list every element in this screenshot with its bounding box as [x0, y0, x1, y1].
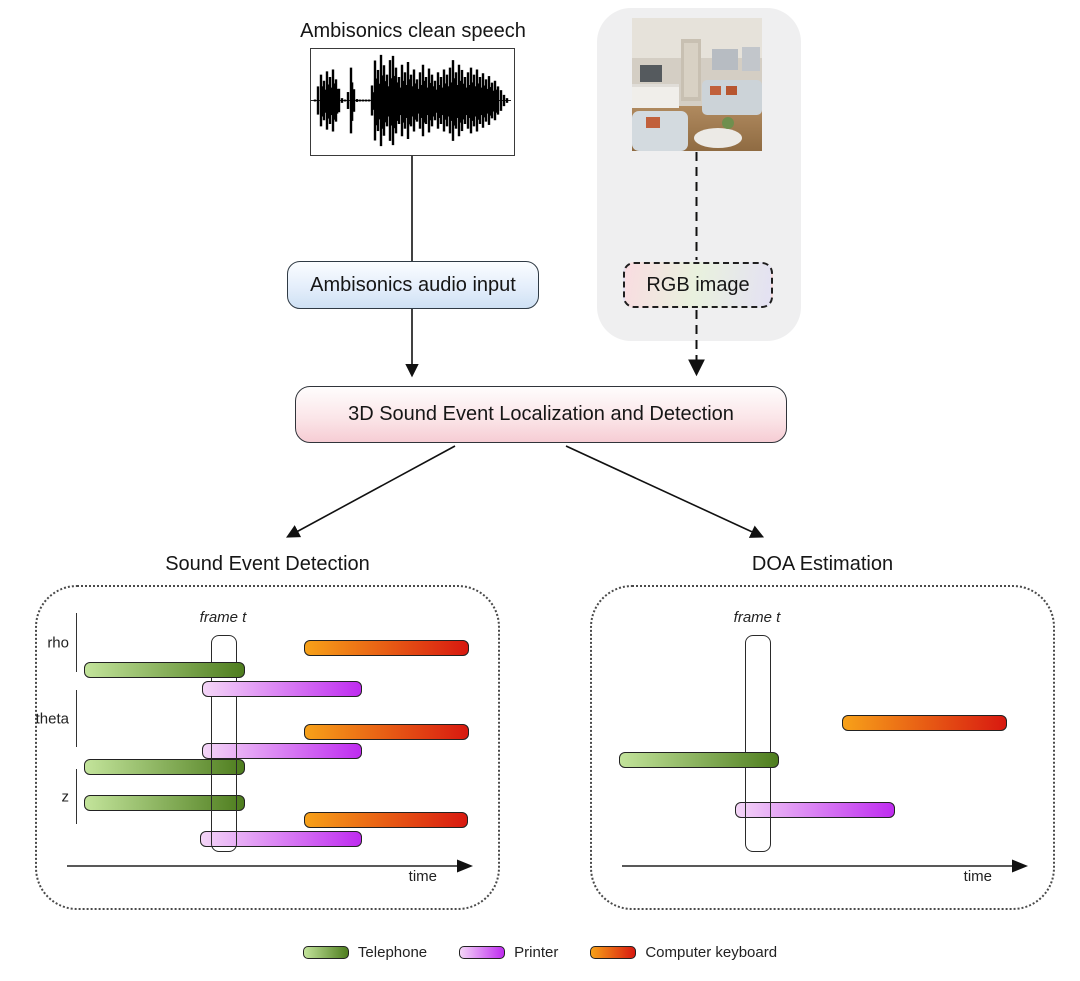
arrow-seld-to-sed — [286, 445, 456, 538]
legend-swatch-keyboard — [590, 946, 637, 959]
audio-input-label: Ambisonics audio input — [310, 273, 516, 296]
event-bar-keyboard — [304, 812, 468, 828]
time-axis — [622, 859, 1028, 873]
legend-label: Computer keyboard — [645, 944, 778, 961]
legend-swatch-printer — [459, 946, 506, 959]
axis-bracket-z: z — [37, 769, 77, 824]
sed-panel-title: Sound Event Detection — [165, 553, 370, 575]
event-bar-telephone — [619, 752, 779, 768]
event-bar-keyboard — [304, 724, 469, 740]
legend-item-keyboard: Computer keyboard — [590, 944, 777, 961]
rgb-room-image — [632, 18, 762, 151]
axis-label: theta — [35, 710, 69, 727]
event-bar-printer — [202, 743, 362, 759]
legend-label: Printer — [514, 944, 559, 961]
arrow-seld-to-doa — [565, 445, 765, 538]
speech-waveform-image — [310, 48, 515, 156]
rgb-image-label: RGB image — [646, 273, 750, 296]
waveform-svg — [311, 54, 511, 147]
axis-bracket-rho: rho — [37, 613, 77, 672]
legend-swatch-telephone — [302, 946, 349, 959]
seld-node: 3D Sound Event Localization and Detectio… — [295, 386, 787, 443]
legend-label: Telephone — [357, 944, 428, 961]
event-bar-keyboard — [304, 640, 469, 656]
legend-item-telephone: Telephone — [302, 944, 428, 961]
time-axis-label: time — [408, 868, 437, 885]
event-bar-keyboard — [842, 715, 1007, 731]
audio-input-node: Ambisonics audio input — [287, 261, 539, 309]
frame-label: frame t — [733, 609, 781, 626]
axis-bracket-theta: theta — [35, 690, 77, 747]
axis-label: z — [61, 788, 70, 805]
event-bar-printer — [202, 681, 362, 697]
axis-label: rho — [47, 634, 69, 651]
rgb-image-node: RGB image — [623, 262, 773, 308]
event-bar-printer — [735, 802, 895, 818]
frame-t-box — [745, 635, 771, 852]
legend-item-printer: Printer — [459, 944, 558, 961]
doa-panel-title: DOA Estimation — [751, 553, 894, 575]
event-bar-telephone — [84, 759, 245, 775]
sed-panel: frame t rho theta z time — [35, 585, 500, 910]
legend: Telephone Printer Computer keyboard — [0, 944, 1080, 961]
frame-t-box — [211, 635, 237, 852]
event-bar-printer — [200, 831, 362, 847]
event-bar-telephone — [84, 795, 245, 811]
frame-label: frame t — [199, 609, 247, 626]
doa-panel: frame t time — [590, 585, 1055, 910]
event-bar-telephone — [84, 662, 245, 678]
clean-speech-title: Ambisonics clean speech — [300, 20, 526, 42]
time-axis — [67, 859, 473, 873]
time-axis-label: time — [963, 868, 992, 885]
seld-label: 3D Sound Event Localization and Detectio… — [348, 403, 734, 425]
